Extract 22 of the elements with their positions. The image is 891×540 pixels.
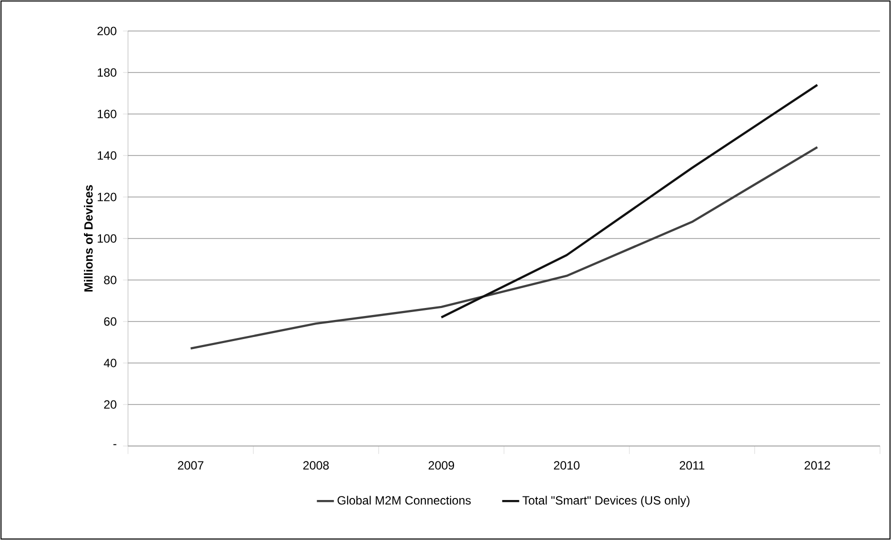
y-tick-label: 200: [97, 26, 116, 36]
y-tick-label: 60: [104, 317, 116, 326]
y-tick-label: 100: [98, 234, 116, 243]
x-tick-label: 2012: [804, 461, 830, 470]
line-series: [190, 146, 818, 350]
y-tick-label: -: [113, 444, 116, 446]
line-series: [440, 84, 818, 318]
x-tick-label: 2007: [178, 461, 204, 470]
y-axis-title: Millions of Devices: [84, 185, 93, 292]
y-tick-label: 160: [98, 110, 116, 118]
x-tick-label: 2009: [428, 461, 454, 470]
y-tick-label: 80: [104, 276, 116, 284]
y-tick-label: 40: [104, 358, 116, 368]
y-tick-label: 20: [104, 400, 116, 409]
x-tick-label: 2008: [303, 461, 329, 470]
x-tick-label: 2010: [554, 461, 580, 470]
y-tick-label: 180: [98, 68, 116, 77]
legend-label: Global M2M Connections: [338, 496, 471, 505]
legend-label: Total "Smart" Devices (US only): [522, 496, 690, 507]
y-tick-label: 140: [98, 151, 116, 160]
y-tick-label: 120: [98, 192, 116, 202]
x-tick-label: 2011: [680, 461, 704, 470]
